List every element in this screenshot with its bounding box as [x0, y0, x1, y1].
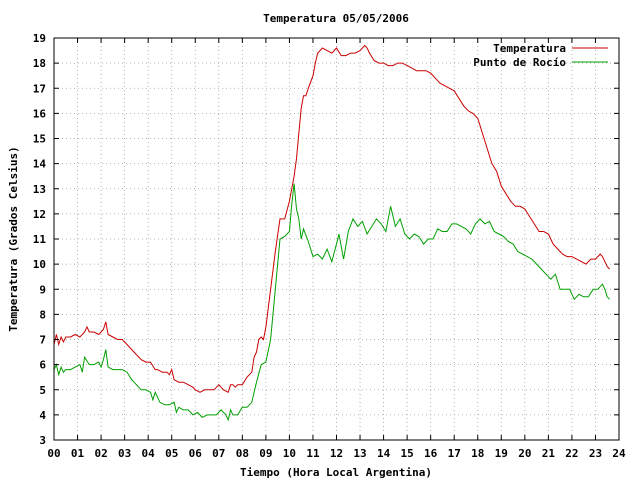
y-tick-label: 10	[33, 258, 46, 271]
x-tick-label: 08	[236, 447, 249, 460]
x-tick-label: 06	[189, 447, 203, 460]
y-tick-label: 8	[39, 308, 46, 321]
y-tick-label: 3	[39, 434, 46, 447]
series-line-punto-de-roc-o	[53, 183, 610, 422]
x-tick-label: 14	[377, 447, 391, 460]
y-tick-label: 4	[39, 409, 46, 422]
y-tick-label: 14	[33, 158, 47, 171]
x-axis-title: Tiempo (Hora Local Argentina)	[240, 466, 432, 479]
x-tick-label: 22	[565, 447, 578, 460]
chart-title: Temperatura 05/05/2006	[263, 12, 409, 25]
legend-label-punto-de-rocio: Punto de Rocío	[473, 56, 566, 69]
series-layer	[53, 44, 610, 422]
x-tick-label: 16	[424, 447, 438, 460]
x-tick-label: 01	[71, 447, 85, 460]
x-tick-label: 00	[47, 447, 60, 460]
y-axis-title: Temperatura (Grados Celsius)	[7, 146, 20, 331]
y-tick-label: 12	[33, 208, 46, 221]
x-tick-label: 21	[542, 447, 556, 460]
x-tick-label: 09	[259, 447, 272, 460]
axis-ticks	[53, 37, 620, 441]
y-tick-labels: 3 4 5 6 7 8 9 10 11 12 13 14 15 16 17 18 19	[33, 32, 47, 447]
x-tick-label: 05	[165, 447, 178, 460]
y-tick-label: 18	[33, 57, 46, 70]
x-tick-labels: 00 01 02 03 04 05 06 07 08 09 10 11 12 13 14 15 16 17 18 19…	[47, 447, 626, 460]
series-line-temperatura	[53, 44, 610, 394]
x-tick-label: 02	[94, 447, 107, 460]
y-tick-label: 17	[33, 82, 46, 95]
y-tick-label: 7	[39, 334, 46, 347]
x-tick-label: 10	[283, 447, 296, 460]
x-tick-label: 20	[518, 447, 531, 460]
grid	[54, 38, 619, 440]
x-tick-label: 23	[589, 447, 602, 460]
x-tick-label: 07	[212, 447, 225, 460]
x-tick-label: 15	[401, 447, 414, 460]
y-tick-label: 11	[33, 233, 47, 246]
y-tick-label: 19	[33, 32, 46, 45]
x-tick-label: 19	[495, 447, 508, 460]
x-tick-label: 03	[118, 447, 131, 460]
y-tick-label: 13	[33, 183, 46, 196]
y-tick-label: 6	[39, 359, 46, 372]
x-tick-label: 11	[306, 447, 320, 460]
y-tick-label: 5	[39, 384, 46, 397]
y-tick-label: 9	[39, 283, 46, 296]
legend: Temperatura Punto de Rocío	[473, 42, 608, 69]
x-tick-label: 12	[330, 447, 343, 460]
x-tick-label: 24	[612, 447, 626, 460]
y-tick-label: 16	[33, 107, 47, 120]
y-tick-label: 15	[33, 133, 46, 146]
x-tick-label: 04	[142, 447, 156, 460]
x-tick-label: 18	[471, 447, 484, 460]
x-tick-label: 13	[353, 447, 366, 460]
legend-label-temperatura: Temperatura	[493, 42, 566, 55]
x-tick-label: 17	[448, 447, 461, 460]
